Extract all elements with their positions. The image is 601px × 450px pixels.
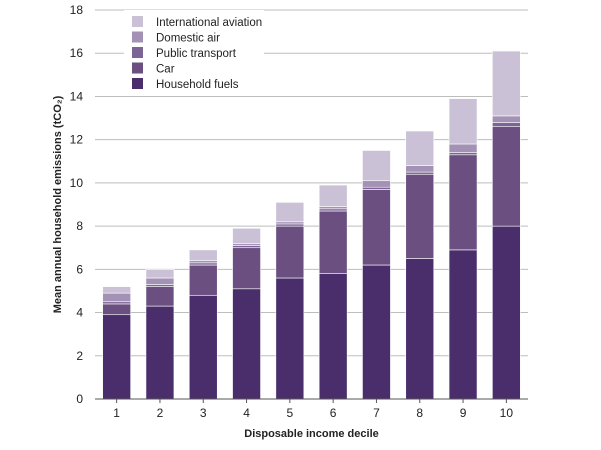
bars bbox=[102, 50, 521, 400]
y-tick-label: 8 bbox=[76, 219, 83, 233]
bar-segment-public-transport bbox=[318, 208, 348, 212]
y-tick-label: 6 bbox=[76, 262, 83, 276]
bar-segment-household-fuels bbox=[275, 277, 305, 400]
bar-segment-public-transport bbox=[232, 245, 261, 249]
bar-segment-domestic-air bbox=[232, 243, 261, 246]
bar-segment-car bbox=[188, 264, 218, 296]
x-tick-label: 8 bbox=[416, 406, 423, 420]
bar-segment-car bbox=[448, 154, 478, 251]
bar-segment-public-transport bbox=[448, 152, 478, 156]
bar-segment-international-aviation bbox=[145, 269, 175, 279]
bar-segment-international-aviation bbox=[318, 184, 348, 207]
x-tick-label: 6 bbox=[330, 406, 337, 420]
legend-swatch bbox=[132, 78, 143, 89]
bar-segment-domestic-air bbox=[318, 206, 348, 210]
y-tick-label: 10 bbox=[70, 176, 84, 190]
x-tick-label: 10 bbox=[500, 406, 514, 420]
y-tick-label: 14 bbox=[70, 89, 84, 103]
bar-segment-domestic-air bbox=[102, 292, 131, 303]
bar-segment-household-fuels bbox=[232, 288, 261, 400]
bar-segment-car bbox=[492, 126, 521, 227]
bar-segment-household-fuels bbox=[102, 314, 131, 400]
bar-segment-public-transport bbox=[102, 301, 131, 305]
bar-segment-public-transport bbox=[275, 223, 305, 227]
bar-segment-international-aviation bbox=[405, 130, 435, 166]
bar-segment-domestic-air bbox=[492, 115, 521, 123]
bar-segment-international-aviation bbox=[188, 249, 218, 261]
legend-swatch bbox=[132, 62, 143, 74]
bar-segment-household-fuels bbox=[362, 264, 391, 400]
bar-segment-domestic-air bbox=[145, 277, 175, 285]
y-tick-label: 12 bbox=[70, 133, 84, 147]
bar-segment-car bbox=[232, 247, 261, 290]
x-tick-label: 1 bbox=[113, 406, 120, 420]
x-tick-label: 5 bbox=[287, 406, 294, 420]
bar-segment-domestic-air bbox=[405, 165, 435, 173]
bar-segment-public-transport bbox=[188, 262, 218, 266]
y-axis-title: Mean annual household emissions (tCO₂) bbox=[52, 95, 64, 313]
bar-segment-public-transport bbox=[405, 171, 435, 175]
legend-background bbox=[124, 10, 264, 94]
bar-segment-household-fuels bbox=[405, 258, 435, 400]
legend-label: Household fuels bbox=[156, 79, 239, 91]
legend-label: Car bbox=[156, 64, 175, 76]
bar-segment-car bbox=[275, 225, 305, 279]
x-tick-label: 9 bbox=[460, 406, 467, 420]
y-tick-label: 4 bbox=[76, 306, 83, 320]
bar-segment-car bbox=[405, 173, 435, 259]
bar-segment-car bbox=[145, 286, 175, 307]
bar-segment-domestic-air bbox=[275, 221, 305, 225]
bar-segment-international-aviation bbox=[492, 50, 521, 117]
legend-label: Domestic air bbox=[156, 33, 220, 45]
bar-segment-domestic-air bbox=[362, 180, 391, 188]
x-tick-label: 7 bbox=[373, 406, 380, 420]
y-tick-label: 0 bbox=[76, 392, 83, 406]
x-tick-label: 2 bbox=[157, 406, 164, 420]
bar-segment-domestic-air bbox=[188, 260, 218, 264]
x-tick-label: 3 bbox=[200, 406, 207, 420]
bar-segment-household-fuels bbox=[318, 273, 348, 400]
bar-segment-public-transport bbox=[492, 122, 521, 127]
bar-segment-international-aviation bbox=[448, 98, 478, 145]
bar-segment-household-fuels bbox=[145, 305, 175, 400]
bar-segment-public-transport bbox=[362, 186, 391, 190]
legend-swatch bbox=[132, 16, 143, 27]
bar-segment-car bbox=[318, 210, 348, 274]
bar-segment-international-aviation bbox=[275, 202, 305, 223]
legend-label: International aviation bbox=[156, 17, 262, 29]
bar-segment-international-aviation bbox=[102, 286, 131, 294]
bar-segment-car bbox=[102, 303, 131, 316]
bar-segment-car bbox=[362, 189, 391, 266]
bar-segment-household-fuels bbox=[492, 225, 521, 400]
bar-segment-public-transport bbox=[145, 284, 175, 287]
bar-segment-household-fuels bbox=[448, 249, 478, 400]
bar-segment-international-aviation bbox=[232, 227, 261, 244]
legend-swatch bbox=[132, 31, 143, 43]
legend-swatch bbox=[132, 47, 143, 58]
bar-segment-household-fuels bbox=[188, 294, 218, 400]
x-tick-label: 4 bbox=[243, 406, 250, 420]
legend-label: Public transport bbox=[156, 48, 237, 60]
x-axis-title: Disposable income decile bbox=[244, 428, 379, 440]
bar-segment-domestic-air bbox=[448, 143, 478, 153]
y-tick-label: 18 bbox=[70, 3, 84, 17]
legend: International aviation Domestic air Public… bbox=[124, 10, 264, 94]
y-tick-label: 2 bbox=[76, 349, 83, 363]
bar-segment-international-aviation bbox=[362, 150, 391, 182]
y-tick-label: 16 bbox=[70, 46, 84, 60]
